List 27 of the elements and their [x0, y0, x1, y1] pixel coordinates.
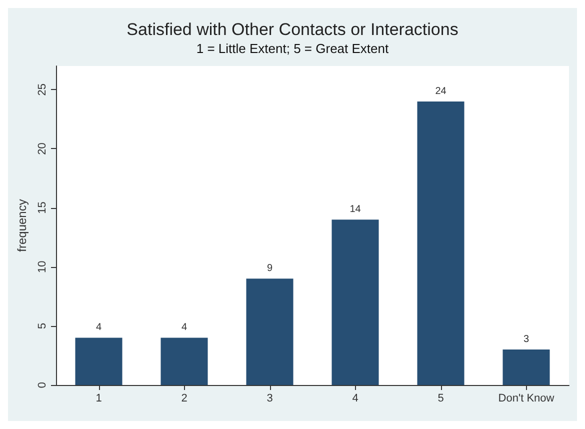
- chart-title: Satisfied with Other Contacts or Interactions: [126, 20, 458, 39]
- data-label: 4: [96, 322, 102, 334]
- x-tick-label: 1: [96, 392, 102, 404]
- y-tick-label: 10: [36, 260, 48, 273]
- y-tick-label: 5: [36, 322, 48, 329]
- y-tick-label: 0: [36, 382, 48, 388]
- y-tick-label: 20: [36, 142, 48, 155]
- data-label: 3: [523, 334, 530, 346]
- y-axis-title: frequency: [15, 199, 29, 252]
- data-label: 9: [266, 263, 273, 274]
- y-tick-label: 15: [36, 202, 48, 214]
- chart-subtitle: 1 = Little Extent; 5 = Great Extent: [196, 41, 389, 56]
- bar: [332, 220, 379, 385]
- x-tick-label: 5: [438, 392, 444, 404]
- data-label: 4: [181, 322, 188, 334]
- y-tick-label: 25: [36, 84, 48, 96]
- data-label: 14: [350, 204, 362, 216]
- x-tick-label: 4: [352, 392, 358, 404]
- x-tick-label: 2: [181, 392, 188, 404]
- x-tick-label: Don't Know: [498, 392, 554, 404]
- bar: [75, 338, 122, 385]
- x-tick-label: 3: [266, 392, 273, 404]
- bar: [246, 278, 294, 385]
- bar: [417, 101, 464, 385]
- bar: [502, 350, 550, 385]
- bar: [160, 338, 208, 385]
- data-label: 24: [435, 86, 447, 97]
